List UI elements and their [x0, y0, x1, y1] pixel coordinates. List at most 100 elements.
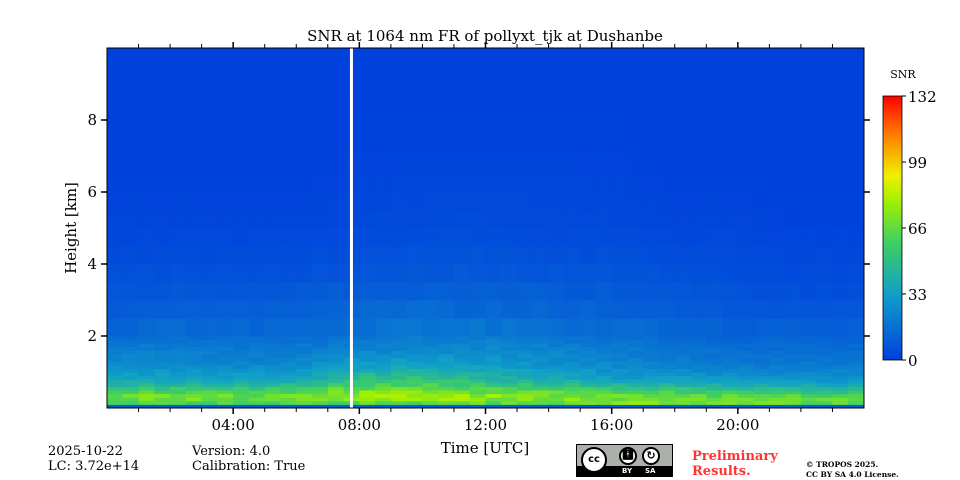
- heatmap-cell: [517, 364, 534, 369]
- heatmap-cell: [107, 346, 124, 351]
- heatmap-cell: [359, 400, 376, 405]
- heatmap-cell: [532, 368, 550, 373]
- heatmap-cell: [706, 336, 723, 341]
- heatmap-cell: [501, 390, 518, 395]
- heatmap-cell: [312, 350, 329, 355]
- heatmap-cell: [848, 375, 865, 380]
- heatmap-cell: [438, 66, 455, 85]
- heatmap-cell: [674, 350, 692, 355]
- heatmap-cell: [800, 246, 818, 265]
- heatmap-cell: [501, 318, 518, 337]
- heatmap-cell: [390, 350, 408, 355]
- heatmap-cell: [611, 336, 628, 341]
- heatmap-cell: [422, 350, 439, 355]
- x-tick-label: 08:00: [338, 416, 381, 434]
- heatmap-cell: [501, 386, 518, 391]
- heatmap-cell: [280, 379, 297, 384]
- heatmap-cell: [233, 282, 250, 301]
- heatmap-cell: [296, 282, 313, 301]
- heatmap-cell: [816, 354, 833, 359]
- heatmap-cell: [406, 264, 423, 283]
- y-tick-label: 4: [87, 255, 97, 273]
- heatmap-cell: [627, 84, 644, 103]
- heatmap-cell: [690, 300, 707, 319]
- heatmap-cell: [138, 300, 155, 319]
- heatmap-cell: [595, 382, 613, 387]
- heatmap-cell: [611, 375, 628, 380]
- heatmap-cell: [217, 372, 234, 377]
- heatmap-cell: [264, 382, 281, 387]
- heatmap-cell: [737, 192, 755, 211]
- heatmap-cell: [390, 382, 408, 387]
- heatmap-cell: [832, 346, 849, 351]
- heatmap-cell: [627, 339, 644, 344]
- heatmap-cell: [501, 404, 518, 409]
- heatmap-cell: [154, 393, 171, 398]
- heatmap-cell: [264, 343, 281, 348]
- heatmap-cell: [233, 400, 250, 405]
- heatmap-cell: [327, 350, 345, 355]
- heatmap-cell: [674, 372, 692, 377]
- heatmap-cell: [138, 138, 155, 157]
- heatmap-cell: [359, 339, 376, 344]
- heatmap-cell: [469, 354, 486, 359]
- heatmap-cell: [832, 120, 849, 139]
- heatmap-cell: [674, 361, 692, 366]
- heatmap-cell: [548, 361, 565, 366]
- heatmap-cell: [390, 346, 408, 351]
- heatmap-cell: [280, 372, 297, 377]
- heatmap-cell: [359, 264, 376, 283]
- heatmap-cell: [658, 264, 676, 283]
- heatmap-cell: [422, 361, 439, 366]
- heatmap-cell: [154, 228, 171, 247]
- heatmap-cell: [264, 84, 281, 103]
- heatmap-cell: [501, 361, 518, 366]
- heatmap-cell: [580, 364, 597, 369]
- heatmap-cell: [722, 375, 739, 380]
- heatmap-cell: [816, 228, 833, 247]
- heatmap-cell: [107, 390, 124, 395]
- footer-meta-right: Version: 4.0 Calibration: True: [192, 444, 305, 474]
- heatmap-cell: [848, 346, 865, 351]
- heatmap-cell: [390, 228, 408, 247]
- heatmap-cell: [359, 357, 376, 362]
- heatmap-cell: [785, 364, 802, 369]
- heatmap-cell: [690, 282, 707, 301]
- heatmap-cell: [737, 357, 755, 362]
- heatmap-cell: [706, 400, 723, 405]
- heatmap-cell: [422, 346, 439, 351]
- heatmap-cell: [422, 339, 439, 344]
- heatmap-cell: [453, 84, 471, 103]
- heatmap-cell: [627, 400, 644, 405]
- heatmap-cell: [327, 174, 345, 193]
- heatmap-cell: [674, 343, 692, 348]
- heatmap-cell: [706, 346, 723, 351]
- heatmap-cell: [548, 210, 565, 229]
- heatmap-cell: [154, 372, 171, 377]
- heatmap-cell: [359, 282, 376, 301]
- heatmap-cell: [390, 282, 408, 301]
- heatmap-cell: [438, 300, 455, 319]
- heatmap-cell: [658, 156, 676, 175]
- heatmap-cell: [690, 397, 707, 402]
- heatmap-cell: [517, 339, 534, 344]
- heatmap-cell: [107, 368, 124, 373]
- heatmap-cell: [800, 84, 818, 103]
- heatmap-cell: [848, 397, 865, 402]
- heatmap-cell: [438, 48, 455, 67]
- heatmap-cell: [532, 361, 550, 366]
- heatmap-cell: [185, 350, 203, 355]
- heatmap-cell: [580, 400, 597, 405]
- heatmap-cell: [107, 228, 124, 247]
- heatmap-cell: [548, 156, 565, 175]
- heatmap-cell: [138, 264, 155, 283]
- heatmap-cell: [532, 379, 550, 384]
- heatmap-cell: [785, 386, 802, 391]
- heatmap-cell: [643, 120, 660, 139]
- heatmap-cell: [769, 390, 786, 395]
- heatmap-cell: [469, 368, 486, 373]
- heatmap-cell: [611, 390, 628, 395]
- heatmap-cell: [438, 343, 455, 348]
- heatmap-cell: [264, 246, 281, 265]
- heatmap-cell: [674, 354, 692, 359]
